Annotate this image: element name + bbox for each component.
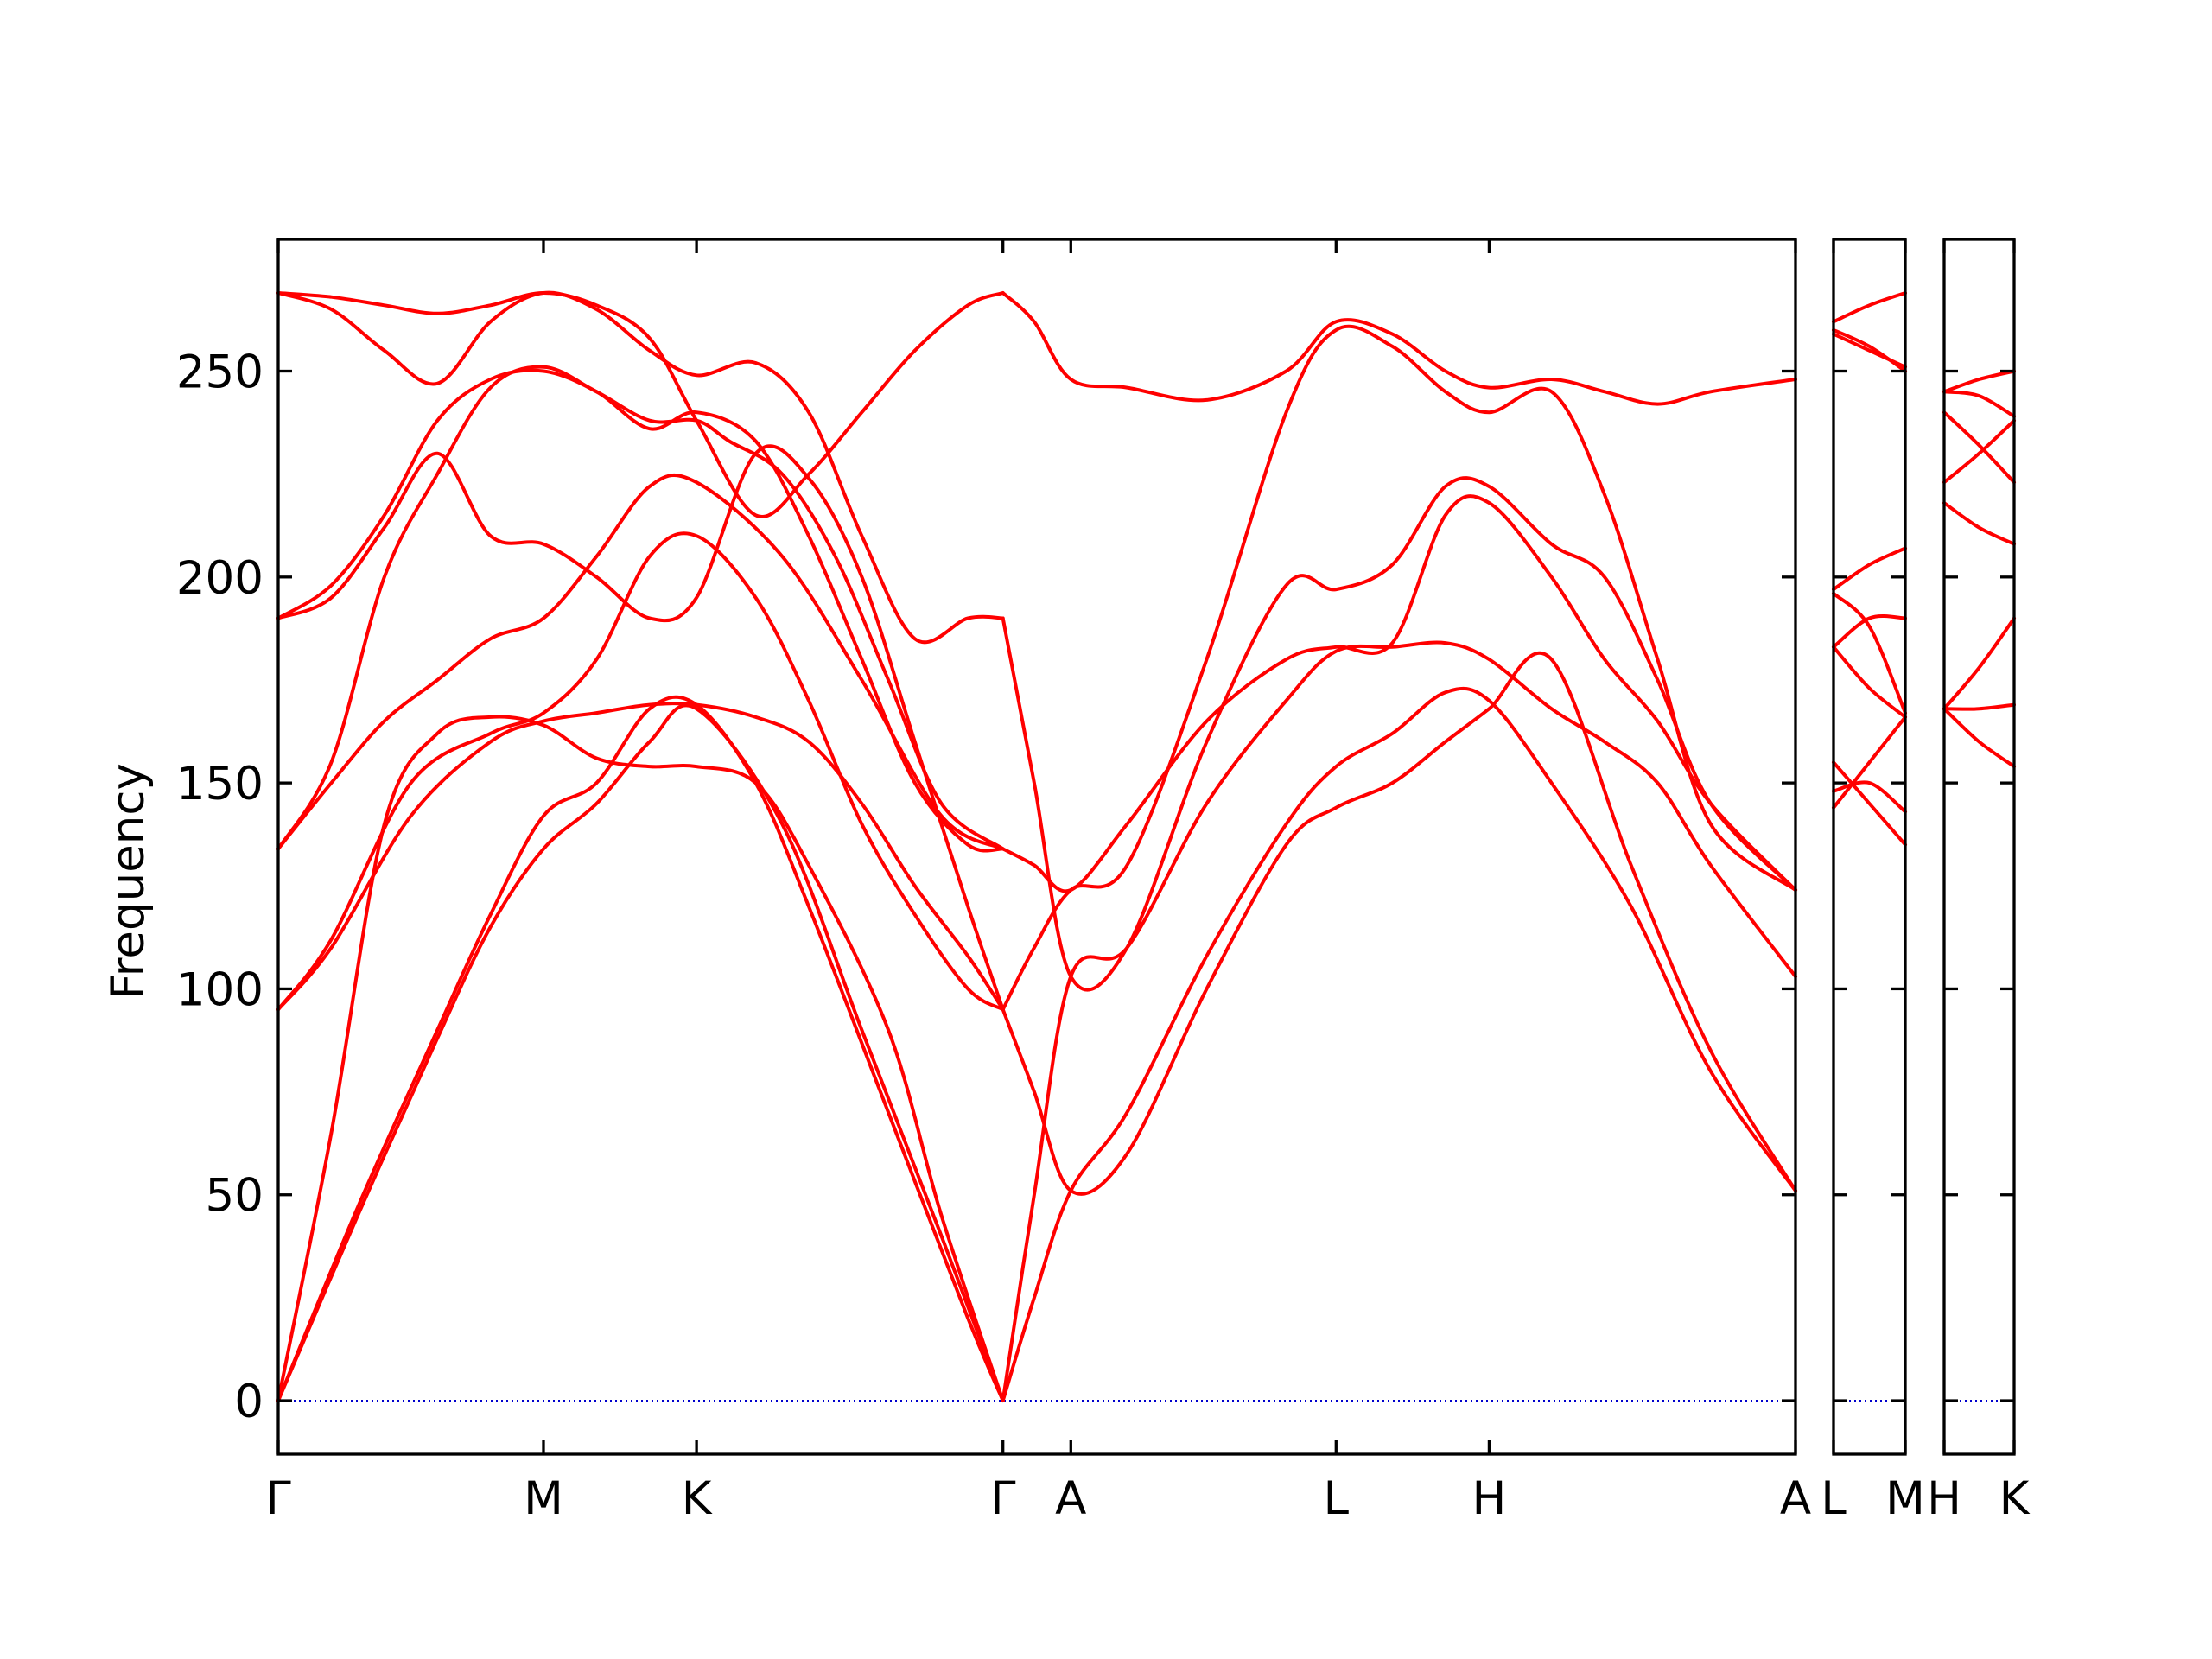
band-line-1-7: [1832, 327, 1907, 373]
x-tick-label: H: [1927, 1472, 1961, 1525]
y-tick-label: 50: [206, 1170, 264, 1223]
x-tick-label: Γ: [265, 1472, 291, 1525]
plot-frame: [1942, 238, 2016, 1456]
y-tick-label: 200: [176, 552, 264, 605]
band-line-1-3: [1832, 645, 1907, 719]
x-tick-label: A: [1780, 1472, 1811, 1525]
band-line-0-13: [1001, 640, 1797, 1402]
band-line-0-9: [276, 290, 1005, 645]
x-tick-label: A: [1055, 1472, 1086, 1525]
plot-frame: [276, 238, 1797, 1456]
band-line-0-17: [1001, 291, 1797, 406]
band-line-0-15: [1001, 476, 1797, 992]
x-tick-label: M: [524, 1472, 563, 1525]
y-axis-label: Frequency: [102, 763, 155, 1000]
band-line-1-0: [1832, 715, 1907, 810]
band-line-0-2: [276, 715, 1005, 1402]
band-line-0-3: [276, 702, 1005, 1012]
band-line-0-0: [276, 703, 1005, 1402]
band-line-0-8: [276, 368, 1005, 853]
band-line-0-7: [276, 444, 1005, 1012]
x-tick-label: H: [1471, 1472, 1506, 1525]
plot-frame: [1832, 238, 1907, 1456]
x-tick-label: K: [1999, 1472, 2031, 1525]
x-tick-label: M: [1885, 1472, 1925, 1525]
band-line-0-16: [1001, 324, 1797, 1012]
band-line-1-1: [1832, 780, 1907, 814]
band-line-2-1: [1942, 702, 2016, 711]
band-line-2-4: [1942, 418, 2016, 485]
y-tick-label: 100: [176, 963, 264, 1016]
band-line-2-7: [1942, 369, 2016, 394]
y-tick-label: 0: [234, 1376, 264, 1428]
band-line-2-6: [1942, 390, 2016, 418]
band-line-1-6: [1832, 546, 1907, 592]
band-line-2-3: [1942, 501, 2016, 546]
y-tick-label: 250: [176, 346, 264, 399]
band-line-1-4: [1832, 614, 1907, 649]
band-line-0-1: [276, 695, 1005, 1402]
band-line-0-6: [276, 365, 1005, 851]
band-line-0-14: [1001, 494, 1797, 893]
band-line-2-2: [1942, 707, 2016, 769]
x-tick-label: Γ: [990, 1472, 1016, 1525]
x-tick-label: K: [682, 1472, 713, 1525]
band-line-0-12: [1001, 651, 1797, 1196]
band-line-0-5: [276, 474, 1005, 851]
band-line-1-2: [1832, 760, 1907, 847]
band-line-2-5: [1942, 410, 2016, 485]
band-line-0-11: [1001, 686, 1797, 1402]
x-tick-label: L: [1324, 1472, 1350, 1525]
band-line-1-8: [1832, 332, 1907, 369]
band-line-1-9: [1832, 291, 1907, 324]
x-tick-label: L: [1821, 1472, 1847, 1525]
band-line-1-5: [1832, 591, 1907, 715]
y-tick-label: 150: [176, 758, 264, 810]
band-line-2-0: [1942, 616, 2016, 711]
band-line-0-10: [276, 291, 1005, 519]
band-line-0-4: [276, 531, 1005, 1012]
